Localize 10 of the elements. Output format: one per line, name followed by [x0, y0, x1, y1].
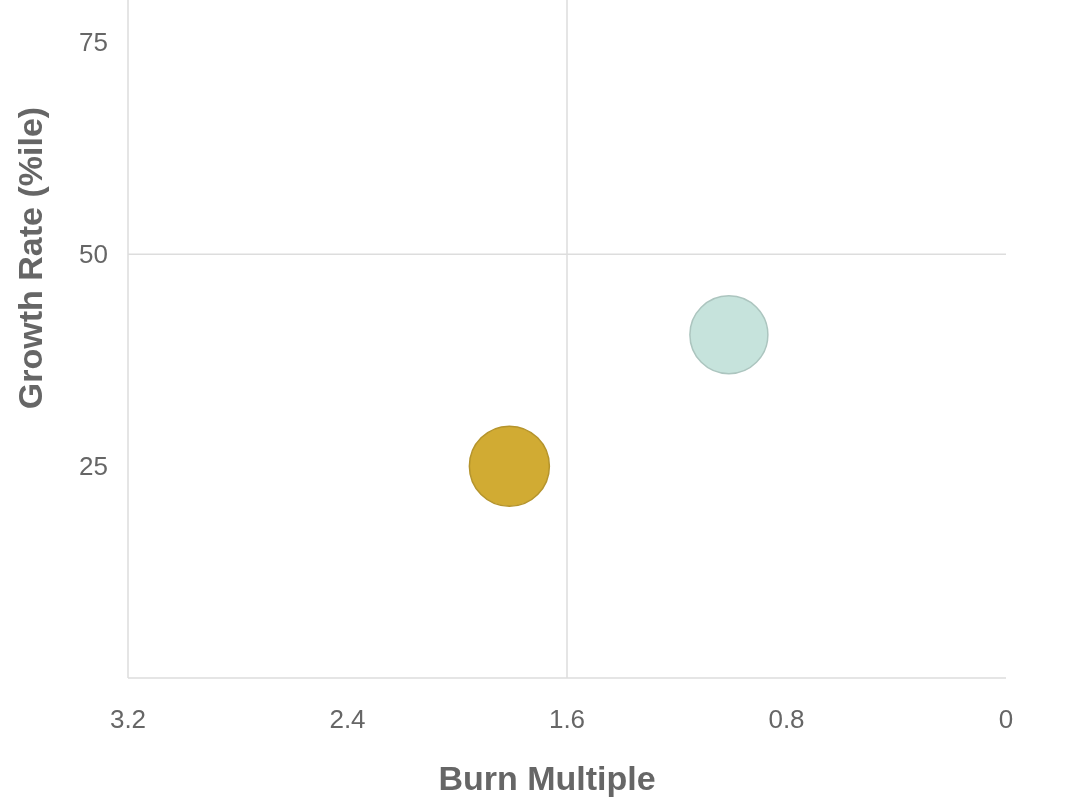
x-tick-label: 3.2	[109, 704, 147, 734]
y-tick-label: 25	[79, 451, 108, 482]
x-tick-label: 2.4	[329, 704, 366, 734]
y-axis-title: Growth Rate (%ile)	[11, 106, 49, 410]
x-axis-title: Burn Multiple	[438, 759, 656, 797]
x-tick-label: 0.8	[768, 704, 805, 734]
x-tick-label: 1.6	[548, 704, 586, 734]
x-tick-label: 0	[998, 704, 1014, 734]
y-tick-label: 50	[79, 239, 108, 270]
y-tick-label: 75	[79, 27, 108, 58]
